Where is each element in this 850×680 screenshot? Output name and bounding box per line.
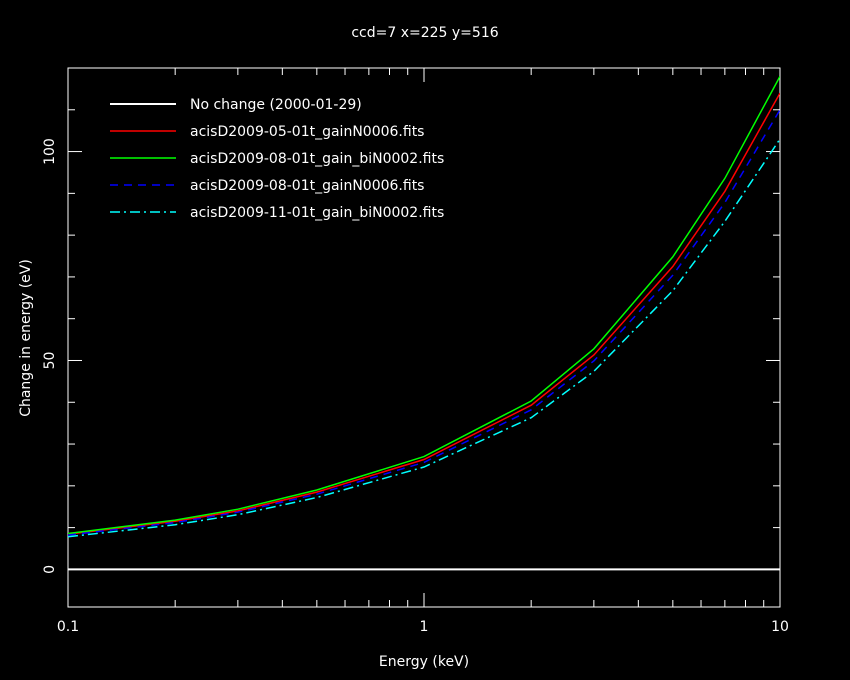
plot-frame <box>67 67 781 608</box>
legend-label-5: acisD2009-11-01t_gain_biN0002.fits <box>190 205 444 221</box>
x-tick-label: 10 <box>771 619 789 635</box>
legend-label-2: acisD2009-05-01t_gainN0006.fits <box>190 124 424 140</box>
x-axis-label: Energy (keV) <box>379 654 469 670</box>
x-tick-label: 1 <box>420 619 429 635</box>
series-lines <box>68 76 780 571</box>
y-tick-label: 100 <box>42 138 58 165</box>
legend-label-3: acisD2009-08-01t_gain_biN0002.fits <box>190 151 444 167</box>
axis-ticks <box>67 68 780 607</box>
y-tick-label: 0 <box>42 565 58 574</box>
x-tick-label: 0.1 <box>57 619 79 635</box>
series-line-3 <box>68 76 780 535</box>
legend-label-4: acisD2009-08-01t_gainN0006.fits <box>190 178 424 194</box>
legend: No change (2000-01-29) acisD2009-05-01t_g… <box>110 97 444 221</box>
series-line-2 <box>68 92 780 536</box>
series-line-4 <box>68 109 780 536</box>
series-line-5 <box>68 138 780 538</box>
y-axis-label: Change in energy (eV) <box>18 259 34 417</box>
y-tick-label: 50 <box>42 352 58 370</box>
legend-label-1: No change (2000-01-29) <box>190 97 362 113</box>
chart-title: ccd=7 x=225 y=516 <box>351 25 498 41</box>
